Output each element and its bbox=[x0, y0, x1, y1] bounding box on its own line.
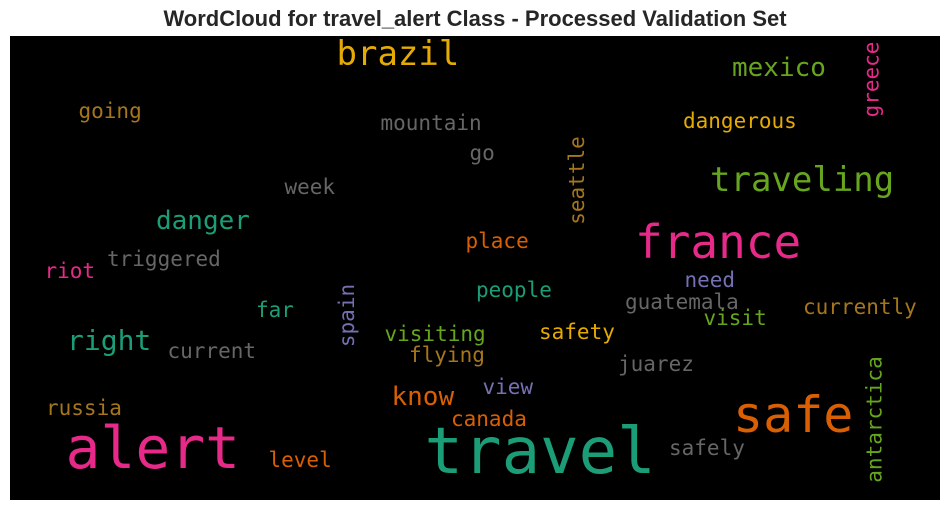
word-danger: danger bbox=[156, 206, 250, 236]
word-going: going bbox=[78, 98, 142, 123]
word-seattle: seattle bbox=[564, 135, 589, 225]
word-guatemala: guatemala bbox=[625, 289, 739, 314]
word-go: go bbox=[469, 140, 495, 165]
word-safety: safety bbox=[539, 319, 615, 344]
wordcloud-canvas: travel alert safe france brazil traveling mexi… bbox=[10, 36, 940, 500]
word-spain: spain bbox=[334, 283, 359, 347]
word-mexico: mexico bbox=[732, 53, 826, 83]
word-place: place bbox=[465, 228, 529, 253]
chart-title: WordCloud for travel_alert Class - Proce… bbox=[163, 6, 787, 31]
word-russia: russia bbox=[46, 395, 122, 420]
word-current: current bbox=[167, 338, 257, 363]
word-dangerous: dangerous bbox=[683, 108, 797, 133]
word-currently: currently bbox=[803, 294, 917, 319]
word-visit: visit bbox=[703, 305, 767, 330]
word-juarez: juarez bbox=[618, 351, 694, 376]
word-triggered: triggered bbox=[107, 246, 221, 271]
word-week: week bbox=[284, 174, 336, 199]
word-safe: safe bbox=[733, 386, 854, 444]
word-people: people bbox=[476, 277, 552, 302]
word-view: view bbox=[482, 374, 534, 399]
word-visiting: visiting bbox=[384, 321, 486, 346]
word-canada: canada bbox=[451, 406, 527, 431]
word-greece: greece bbox=[859, 41, 884, 117]
word-need: need bbox=[684, 267, 736, 292]
word-travel: travel bbox=[424, 415, 656, 489]
word-right: right bbox=[67, 324, 152, 357]
word-safely: safely bbox=[669, 435, 745, 460]
word-level: level bbox=[268, 447, 332, 472]
word-flying: flying bbox=[409, 342, 485, 367]
word-france: france bbox=[635, 215, 802, 269]
word-riot: riot bbox=[44, 258, 96, 283]
word-traveling: traveling bbox=[710, 160, 895, 200]
word-far: far bbox=[256, 297, 294, 322]
word-antarctica: antarctica bbox=[862, 355, 887, 483]
word-know: know bbox=[391, 382, 455, 412]
word-alert: alert bbox=[65, 414, 241, 482]
word-mountain: mountain bbox=[380, 110, 482, 135]
word-brazil: brazil bbox=[336, 36, 460, 74]
